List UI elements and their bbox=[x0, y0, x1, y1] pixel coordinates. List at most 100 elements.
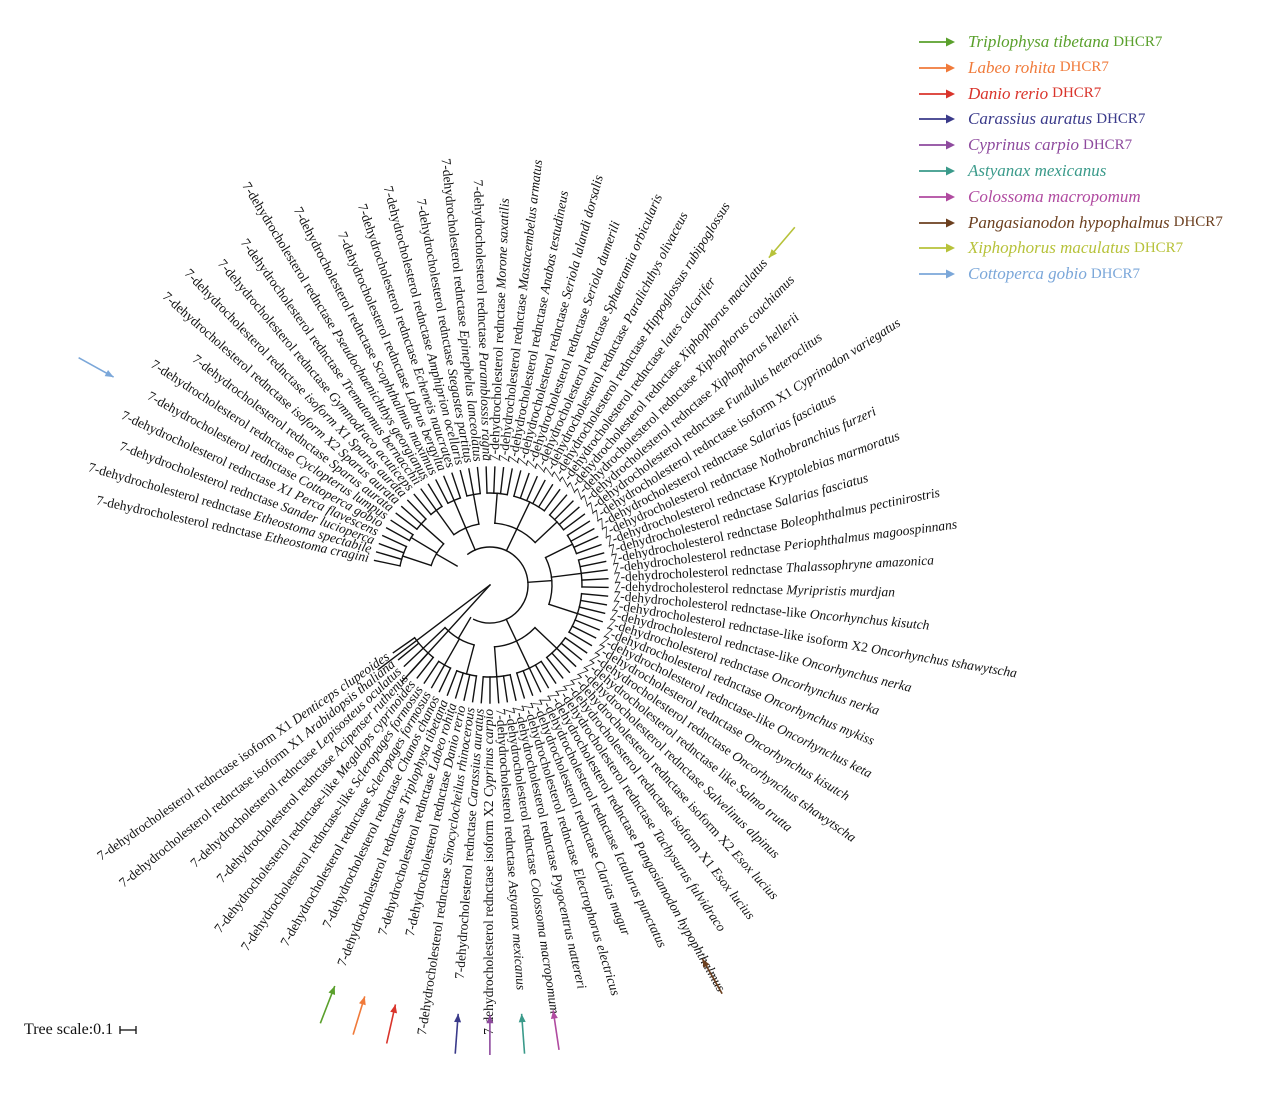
legend-arrow-icon bbox=[919, 269, 955, 279]
superclade-stem bbox=[464, 527, 477, 551]
leaf-branch bbox=[485, 466, 488, 494]
leaf-branch bbox=[390, 519, 414, 536]
leaf-branch bbox=[385, 526, 411, 542]
leaf-branch bbox=[558, 506, 580, 526]
leaf-branch bbox=[496, 676, 500, 704]
leaf-gene-name: 7-dehydrocholesterol rednctase bbox=[486, 288, 508, 461]
legend-item: Labeo rohita DHCR7 bbox=[918, 56, 1109, 80]
legend-species: Cottoperca gobio bbox=[968, 264, 1087, 284]
tree-scale-label: Tree scale: bbox=[24, 1021, 94, 1038]
leaf-species-name: Paramblossis ragna bbox=[476, 351, 495, 462]
leaf-branch bbox=[553, 500, 574, 521]
leaf-branch bbox=[413, 493, 432, 516]
highlight-arrow-icon bbox=[701, 958, 723, 995]
legend-item: Astyanax mexicanus bbox=[918, 159, 1106, 183]
leaf-branch bbox=[381, 534, 408, 548]
leaf-branch bbox=[580, 569, 608, 575]
leaf-branch bbox=[562, 513, 586, 531]
leaf-branch bbox=[577, 552, 605, 561]
leaf-branch bbox=[502, 675, 509, 703]
clade-stem bbox=[443, 637, 461, 666]
highlight-arrow-icon bbox=[454, 1013, 462, 1054]
leaf-species-name: Cyprinus carpio bbox=[481, 709, 496, 797]
leaf-branch bbox=[564, 636, 588, 654]
legend-gene: DHCR7 bbox=[1082, 136, 1133, 153]
leaf-branch bbox=[403, 647, 425, 668]
legend-gene: DHCR7 bbox=[1090, 265, 1141, 282]
leaf-branch bbox=[525, 475, 538, 502]
leaf-branch bbox=[579, 599, 608, 606]
leaf-species-name: Morone saxatilis bbox=[493, 198, 512, 290]
legend-item: Pangasianodon hypophalmus DHCR7 bbox=[918, 211, 1223, 235]
clade-stem bbox=[533, 626, 558, 650]
tree-scale: Tree scale: 0.1 bbox=[24, 1021, 137, 1039]
leaf-branch bbox=[513, 470, 522, 498]
highlight-arrow-icon bbox=[486, 1014, 494, 1056]
leaf-branch bbox=[468, 468, 475, 496]
superclade-stem bbox=[505, 528, 518, 552]
leaf-branch bbox=[499, 467, 505, 495]
clade-stem bbox=[494, 492, 498, 524]
clade-stem bbox=[422, 626, 446, 650]
leaf-branch bbox=[375, 551, 403, 561]
legend-gene: DHCR7 bbox=[1173, 214, 1223, 231]
clade-stem bbox=[534, 521, 559, 544]
legend-species: Cyprinus carpio bbox=[968, 135, 1079, 155]
legend-arrow-icon bbox=[919, 140, 955, 150]
leaf-branch bbox=[373, 559, 401, 567]
legend-species: Pangasianodon hypophalmus bbox=[968, 212, 1170, 232]
leaf-species-name: Myripristis murdjan bbox=[785, 582, 895, 599]
leaf-gene-name: 7-dehydrocholesterol rednctase bbox=[614, 579, 787, 598]
leaf-branch bbox=[442, 475, 455, 502]
leaf-branch bbox=[446, 669, 458, 696]
superclade-stem bbox=[527, 579, 553, 584]
leaf-branch bbox=[420, 488, 438, 512]
clade-stem bbox=[493, 646, 498, 678]
leaf-branch bbox=[569, 527, 595, 543]
legend-species: Labeo rohita bbox=[968, 57, 1056, 77]
leaf-branch bbox=[560, 642, 583, 661]
leaf-branch bbox=[430, 664, 446, 689]
legend-item: Cyprinus carpio DHCR7 bbox=[918, 133, 1132, 157]
leaf-branch bbox=[395, 512, 418, 531]
clade-stem bbox=[515, 640, 531, 670]
legend-item: Danio rerio DHCR7 bbox=[918, 82, 1101, 106]
leaf-branch bbox=[493, 466, 496, 494]
tree-branches bbox=[373, 466, 609, 704]
leaf-branch bbox=[509, 673, 517, 701]
leaf-branch bbox=[416, 656, 435, 679]
legend-arrow-icon bbox=[919, 89, 955, 99]
clade-stem bbox=[548, 603, 579, 615]
clade-stem bbox=[453, 499, 467, 529]
legend-item: Cottoperca gobio DHCR7 bbox=[918, 262, 1140, 286]
leaf-branch bbox=[581, 586, 609, 589]
clade-stem bbox=[435, 509, 455, 536]
highlight-arrow-icon bbox=[385, 1004, 398, 1044]
legend-gene: DHCR7 bbox=[1113, 33, 1163, 50]
leaf-branch bbox=[515, 672, 526, 699]
legend-species: Astyanax mexicanus bbox=[968, 161, 1107, 180]
clade-stem bbox=[550, 572, 583, 578]
leaf-branch bbox=[574, 619, 601, 631]
legend-item: Triplophysa tibetana DHCR7 bbox=[918, 30, 1162, 54]
highlight-arrows bbox=[78, 226, 796, 1056]
leaf-label: 7-dehydrocholesterol rednctase Myriprist… bbox=[614, 579, 896, 600]
leaf-branch bbox=[579, 560, 607, 568]
leaf-branch bbox=[576, 612, 604, 623]
leaf-branch bbox=[550, 652, 571, 674]
legend-arrow-icon bbox=[919, 218, 955, 228]
highlight-arrow-icon bbox=[319, 985, 336, 1024]
leaf-branch bbox=[378, 542, 405, 554]
leaf-branch bbox=[423, 660, 440, 684]
leaf-species-name: Carassius auratus bbox=[465, 708, 487, 807]
leaf-branch bbox=[581, 578, 609, 581]
legend-gene: DHCR7 bbox=[1059, 59, 1109, 76]
superclade-stem bbox=[435, 553, 459, 567]
legend-species: Triplophysa tibetana bbox=[968, 32, 1110, 51]
highlight-arrow-icon bbox=[550, 1010, 560, 1051]
legend-arrow-icon bbox=[919, 192, 955, 202]
legend-arrow-icon bbox=[919, 63, 955, 73]
clade-stem bbox=[401, 555, 433, 567]
legend-gene: DHCR7 bbox=[1052, 85, 1102, 102]
